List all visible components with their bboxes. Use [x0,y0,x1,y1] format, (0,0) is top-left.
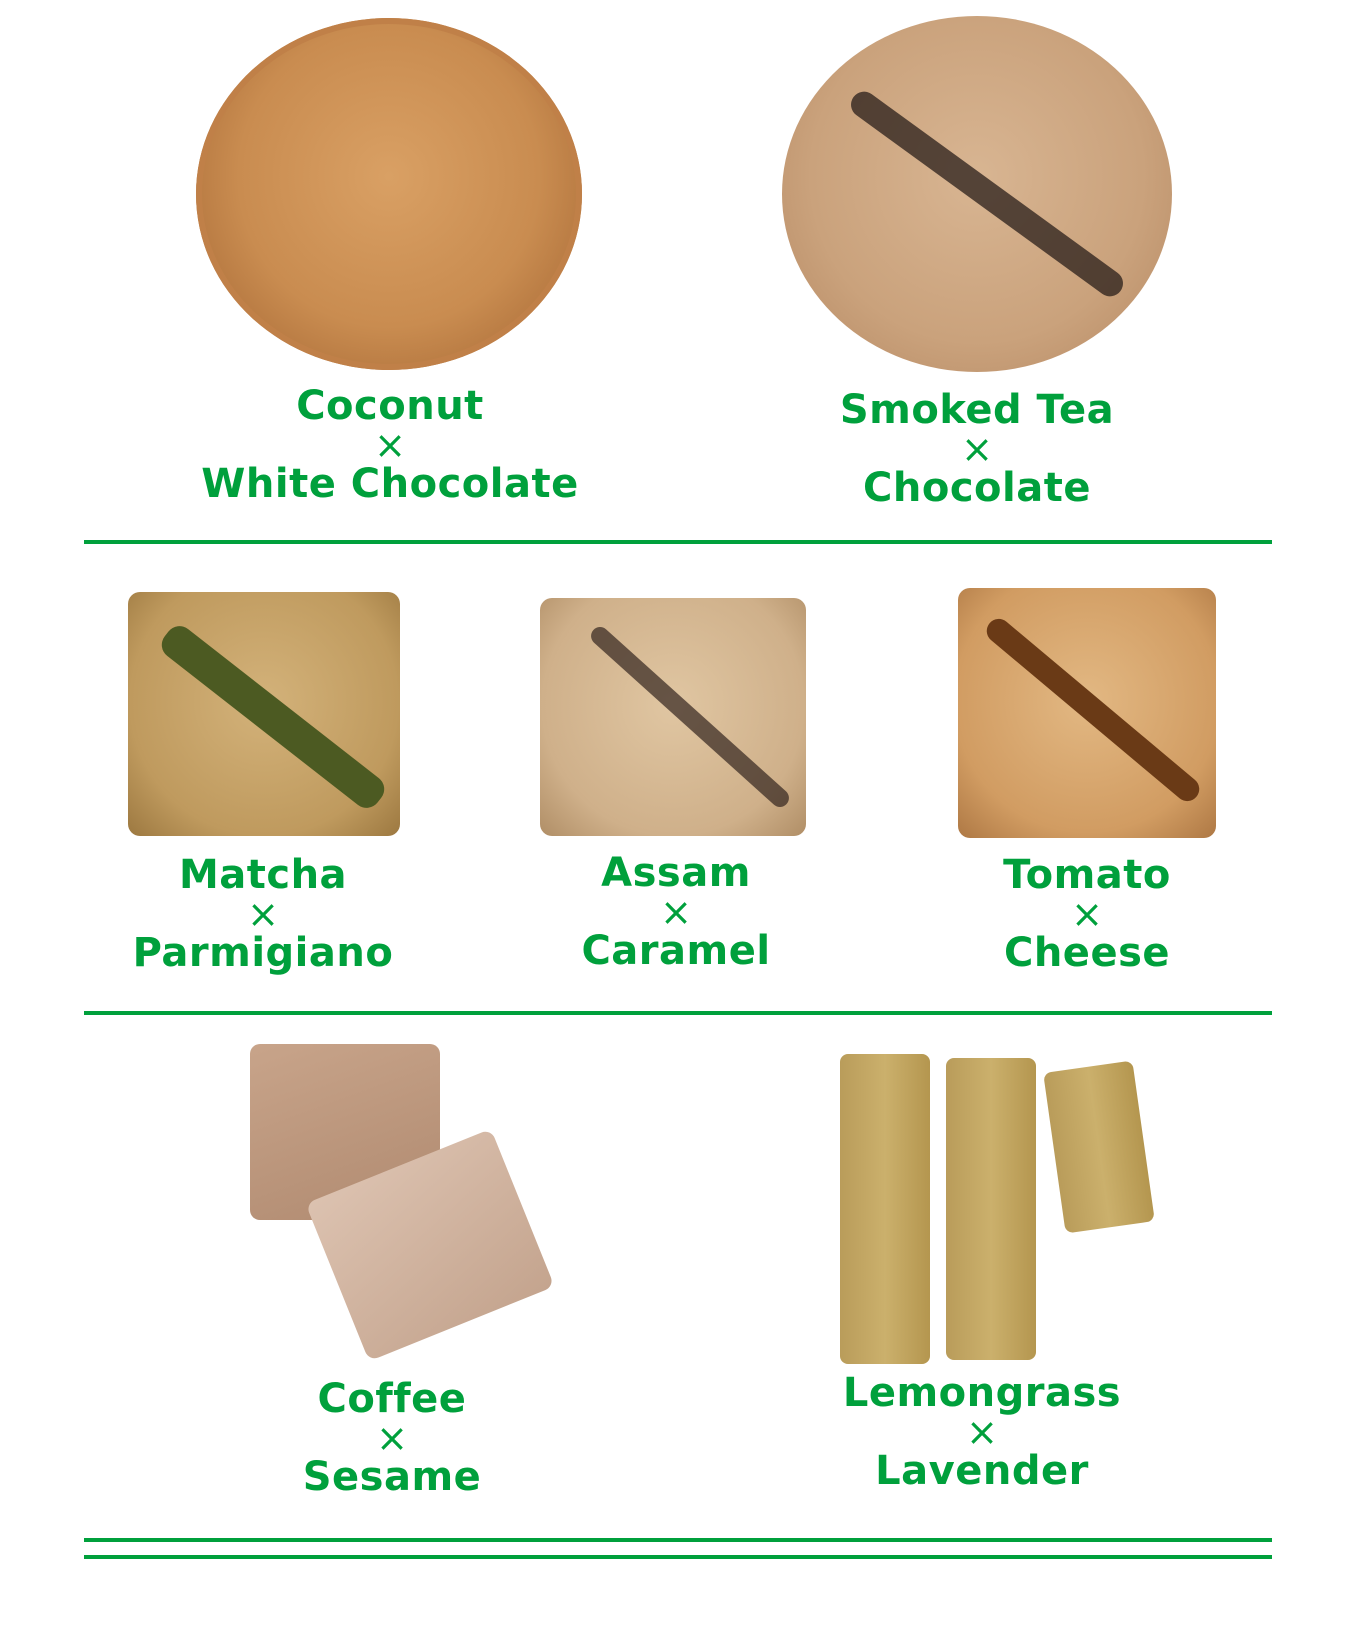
flavor-secondary: White Chocolate [201,461,579,507]
cross-separator: × [376,1416,408,1460]
flavor-secondary: Lavender [875,1448,1089,1494]
cross-separator: × [966,1410,998,1454]
flavor-primary: Coconut [296,383,484,429]
divider [84,1011,1272,1015]
matcha-parmigiano-cookie-image [128,592,400,836]
flavor-label: Assam × Caramel [581,853,770,971]
flavor-primary: Matcha [178,852,348,898]
divider [84,1538,1272,1542]
flavor-label: Coffee × Sesame [303,1379,482,1497]
divider [84,1555,1272,1559]
flavor-label: Matcha × Parmigiano [133,855,394,973]
flavor-label: Coconut × White Chocolate [201,386,578,504]
cross-separator: × [961,427,993,471]
cross-separator: × [660,890,692,934]
flavor-secondary: Parmigiano [132,930,394,976]
flavor-primary: Tomato [1003,852,1171,898]
divider [84,540,1272,544]
flavor-secondary: Sesame [302,1454,482,1500]
assam-caramel-cookie-image [540,598,806,836]
flavor-label: Smoked Tea × Chocolate [840,390,1114,508]
cross-separator: × [1071,892,1103,936]
flavor-secondary: Cheese [1003,930,1171,976]
cross-separator: × [374,423,406,467]
flavor-primary: Smoked Tea [839,387,1115,433]
lemongrass-lavender-cookie-image-2 [946,1058,1036,1360]
smoked-tea-chocolate-cookie-image [782,16,1172,372]
lemongrass-lavender-cookie-image-3 [1043,1060,1155,1234]
flavor-secondary: Caramel [581,928,771,974]
lemongrass-lavender-cookie-image-1 [840,1054,930,1364]
coconut-white-chocolate-cookie-image [196,18,582,370]
flavor-primary: Coffee [317,1376,467,1422]
flavor-secondary: Chocolate [863,465,1091,511]
flavor-primary: Assam [601,850,751,896]
flavor-label: Lemongrass × Lavender [843,1373,1121,1491]
flavor-primary: Lemongrass [842,1370,1122,1416]
tomato-cheese-cookie-image [958,588,1216,838]
cross-separator: × [247,892,279,936]
flavor-label: Tomato × Cheese [1003,855,1171,973]
